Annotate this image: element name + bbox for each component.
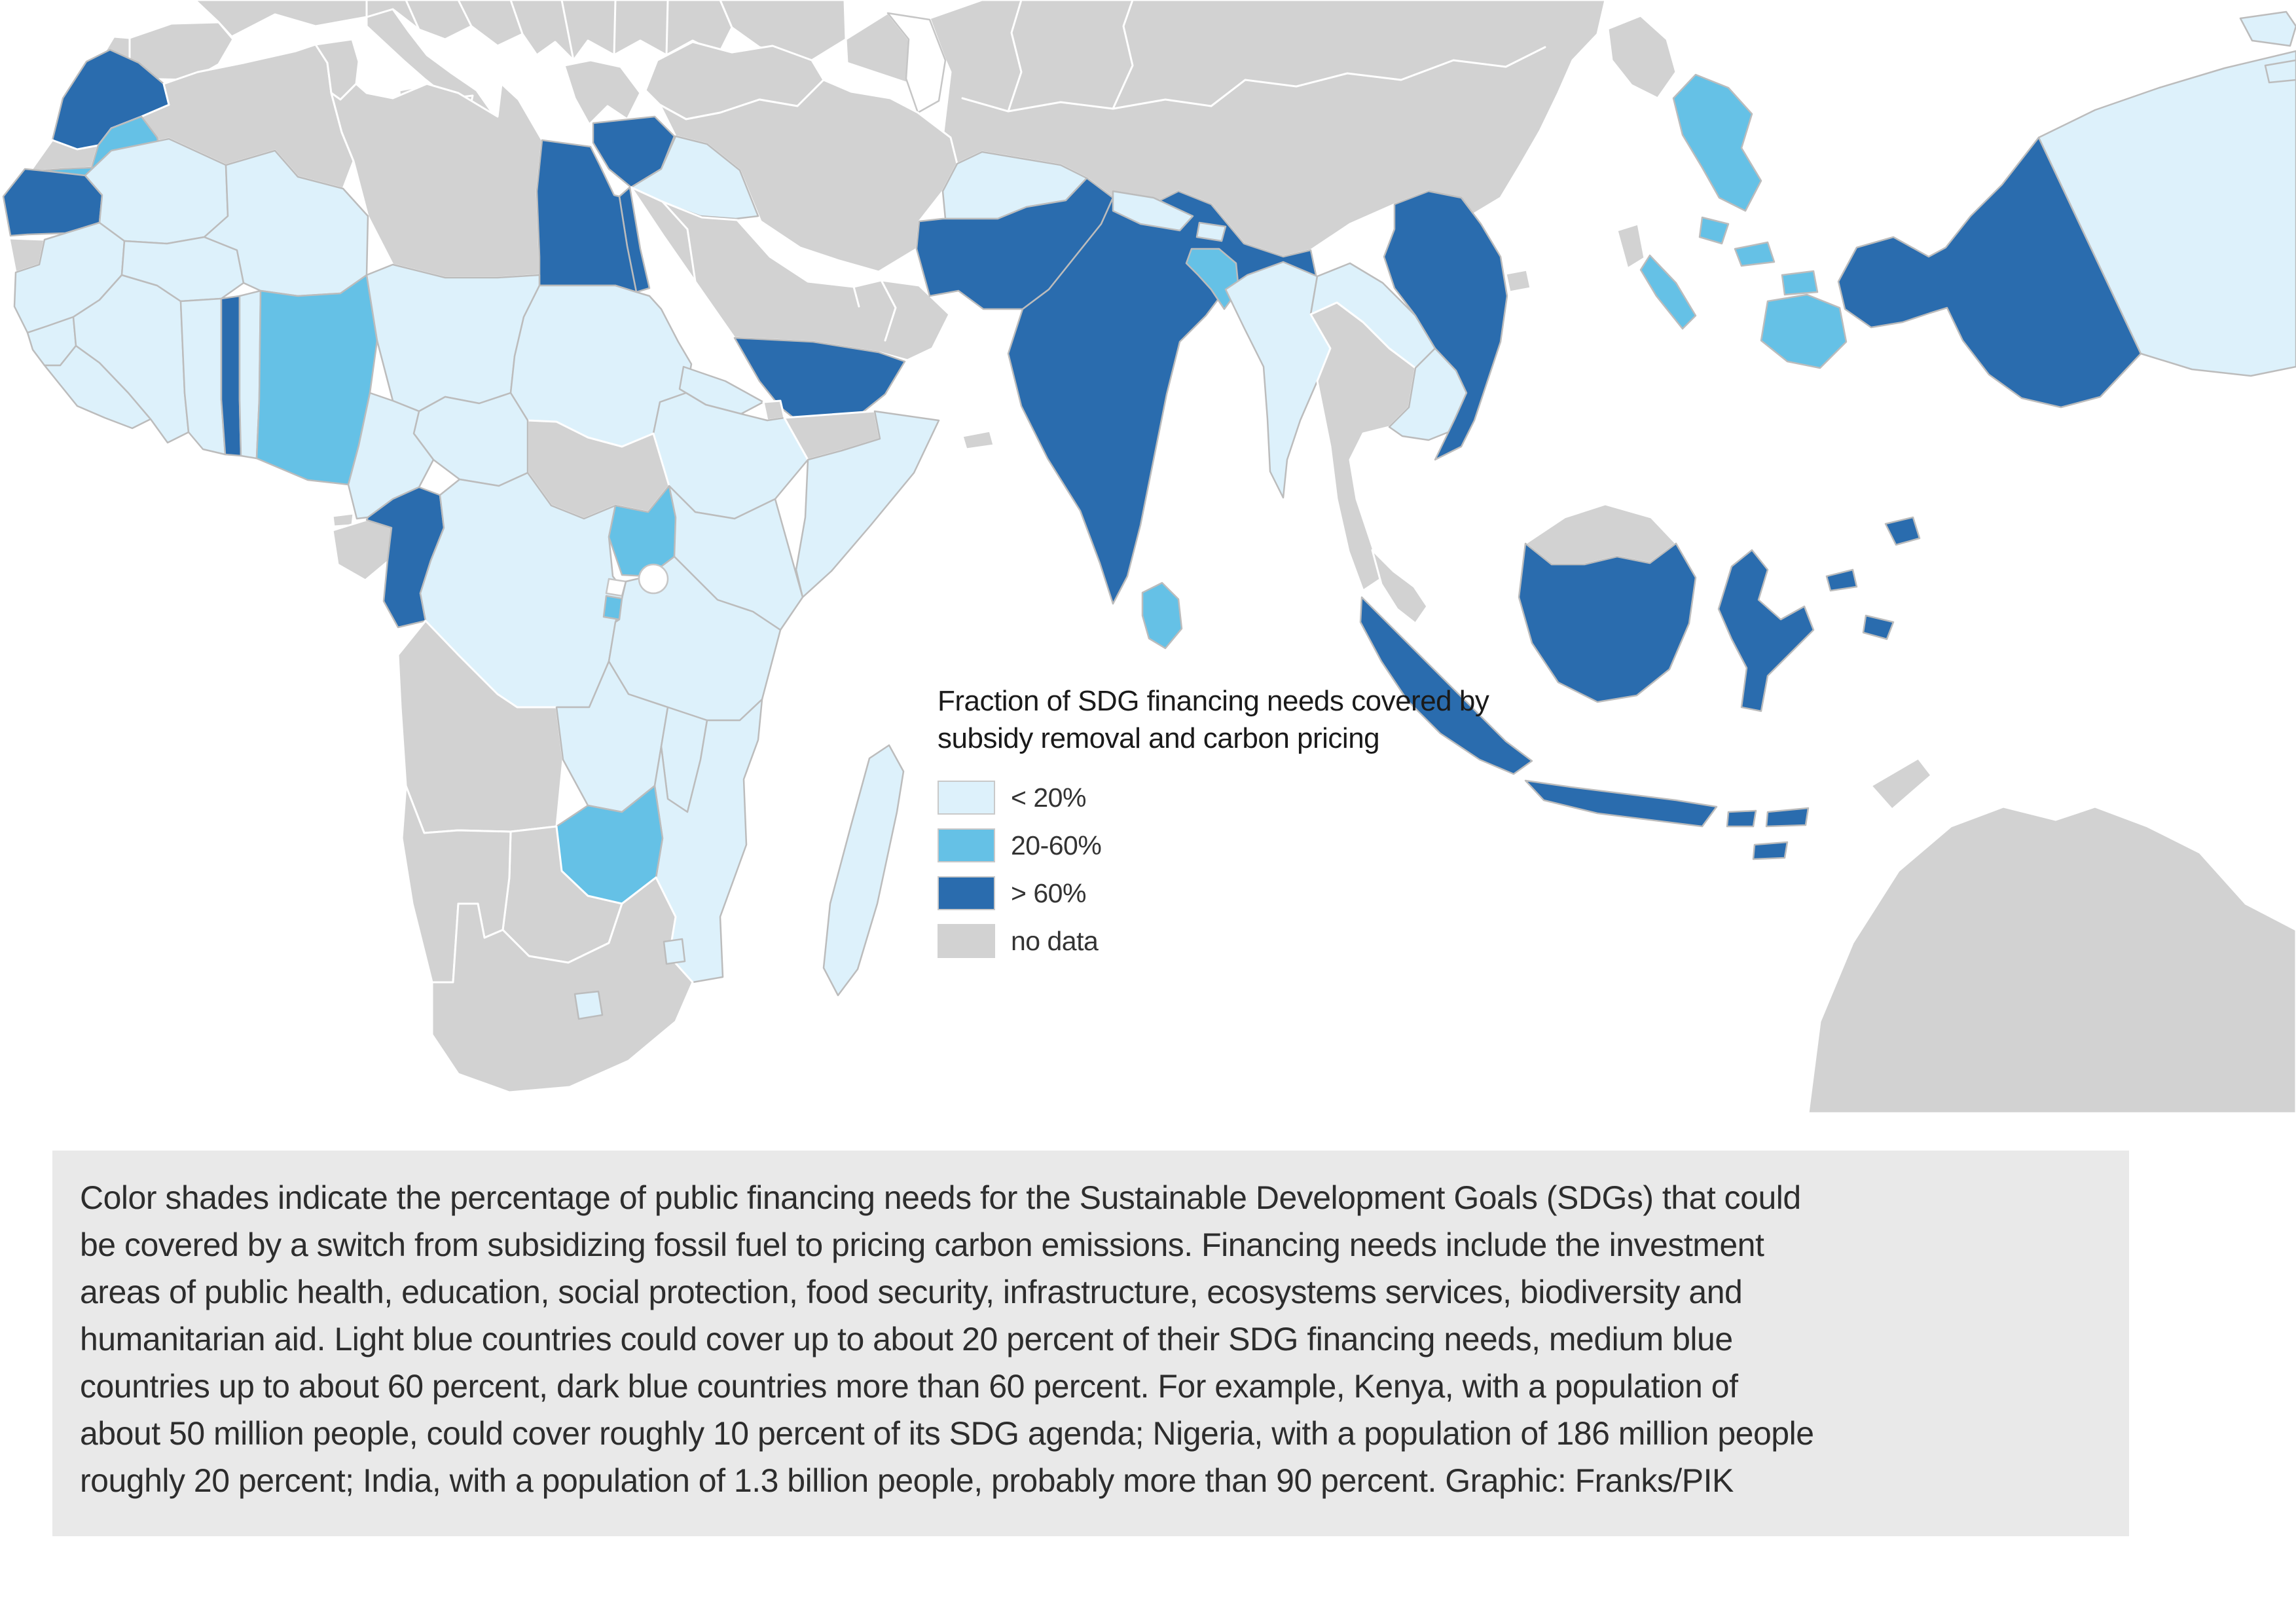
island-new-ireland	[2264, 59, 2296, 84]
country-nepal	[1112, 190, 1194, 232]
island-visayas-2	[1781, 270, 1819, 296]
island-sulawesi	[1717, 549, 1815, 712]
legend-item-label: 20-60%	[1011, 830, 1102, 860]
region-arabian-peninsula	[630, 186, 951, 361]
border-lines-central-asia	[961, 0, 1546, 113]
caption-box: Color shades indicate the percentage of …	[52, 1151, 2129, 1536]
world-map-svg	[2, 0, 2296, 1113]
country-lesotho	[574, 990, 604, 1020]
island-sumbawa-flores	[1765, 807, 1810, 828]
legend-item: < 20%	[938, 781, 1658, 815]
island-palawan	[1639, 254, 1697, 330]
region-korea	[1607, 14, 1677, 100]
island-luzon	[1672, 73, 1762, 212]
legend-color-swatch	[938, 924, 995, 958]
island-new-britain	[2239, 10, 2296, 47]
caption-text-line: areas of public health, education, socia…	[80, 1274, 1743, 1310]
legend-title-line1: Fraction of SDG financing needs covered …	[938, 685, 1489, 717]
border-lines-europe	[405, 0, 669, 62]
island-madagascar	[822, 744, 905, 997]
region-kalimantan	[1518, 542, 1697, 703]
caption-text-line: Color shades indicate the percentage of …	[80, 1179, 1801, 1216]
country-papua-new-guinea	[2037, 50, 2296, 377]
island-sumba	[1752, 841, 1789, 860]
caption-text-line: countries up to about 60 percent, dark b…	[80, 1368, 1738, 1405]
caption-text-line: roughly 20 percent; India, with a popula…	[80, 1462, 1734, 1499]
legend-item: no data	[938, 924, 1658, 958]
caspian-sea	[886, 12, 947, 114]
island-visayas-1	[1734, 241, 1776, 267]
island-timor	[1870, 757, 1933, 811]
caption-text-line: about 50 million people, could cover rou…	[80, 1415, 1814, 1452]
island-taiwan	[1616, 223, 1646, 270]
island-socotra	[961, 430, 995, 451]
island-mindoro	[1698, 216, 1730, 245]
island-java	[1524, 779, 1718, 828]
country-bhutan	[1195, 221, 1227, 242]
island-bali-lombok	[1726, 809, 1757, 828]
country-egypt	[536, 139, 638, 293]
country-australia	[1807, 805, 2296, 1113]
island-seram	[1862, 614, 1895, 640]
island-sri-lanka	[1141, 581, 1183, 650]
country-vietnam	[1383, 190, 1508, 461]
region-indonesian-papua	[1837, 136, 2142, 409]
legend-item: > 60%	[938, 876, 1658, 910]
island-mindanao	[1760, 293, 1848, 369]
island-halmahera	[1884, 516, 1921, 546]
caption-text-line: be covered by a switch from subsidizing …	[80, 1227, 1764, 1263]
country-south-africa	[431, 876, 694, 1094]
country-togo	[220, 295, 242, 457]
legend-color-swatch	[938, 828, 995, 862]
legend-title-line2: subsidy removal and carbon pricing	[938, 722, 1380, 754]
legend-color-swatch	[938, 781, 995, 815]
map-legend: Fraction of SDG financing needs covered …	[938, 682, 1658, 972]
region-malay-peninsula	[1371, 549, 1429, 625]
country-india	[1007, 190, 1317, 605]
legend-item-label: < 20%	[1011, 782, 1086, 813]
country-thailand	[1309, 301, 1417, 592]
border-lines-arabia	[661, 200, 897, 342]
island-hainan	[1504, 268, 1532, 293]
legend-items: < 20% 20-60% > 60% no data	[938, 781, 1658, 958]
legend-color-swatch	[938, 876, 995, 910]
country-eswatini	[663, 938, 686, 965]
country-myanmar	[1224, 261, 1332, 499]
country-bangladesh	[1185, 248, 1240, 310]
lake-victoria	[638, 563, 669, 595]
legend-item-label: > 60%	[1011, 877, 1086, 908]
legend-item-label: no data	[1011, 925, 1099, 956]
legend-title: Fraction of SDG financing needs covered …	[938, 682, 1658, 757]
island-moluccas	[1825, 568, 1858, 592]
caption-text-line: humanitarian aid. Light blue countries c…	[80, 1321, 1733, 1357]
legend-item: 20-60%	[938, 828, 1658, 862]
island-sumatra	[1359, 596, 1533, 775]
country-yemen	[733, 337, 906, 435]
choropleth-world-map	[2, 0, 2296, 1113]
